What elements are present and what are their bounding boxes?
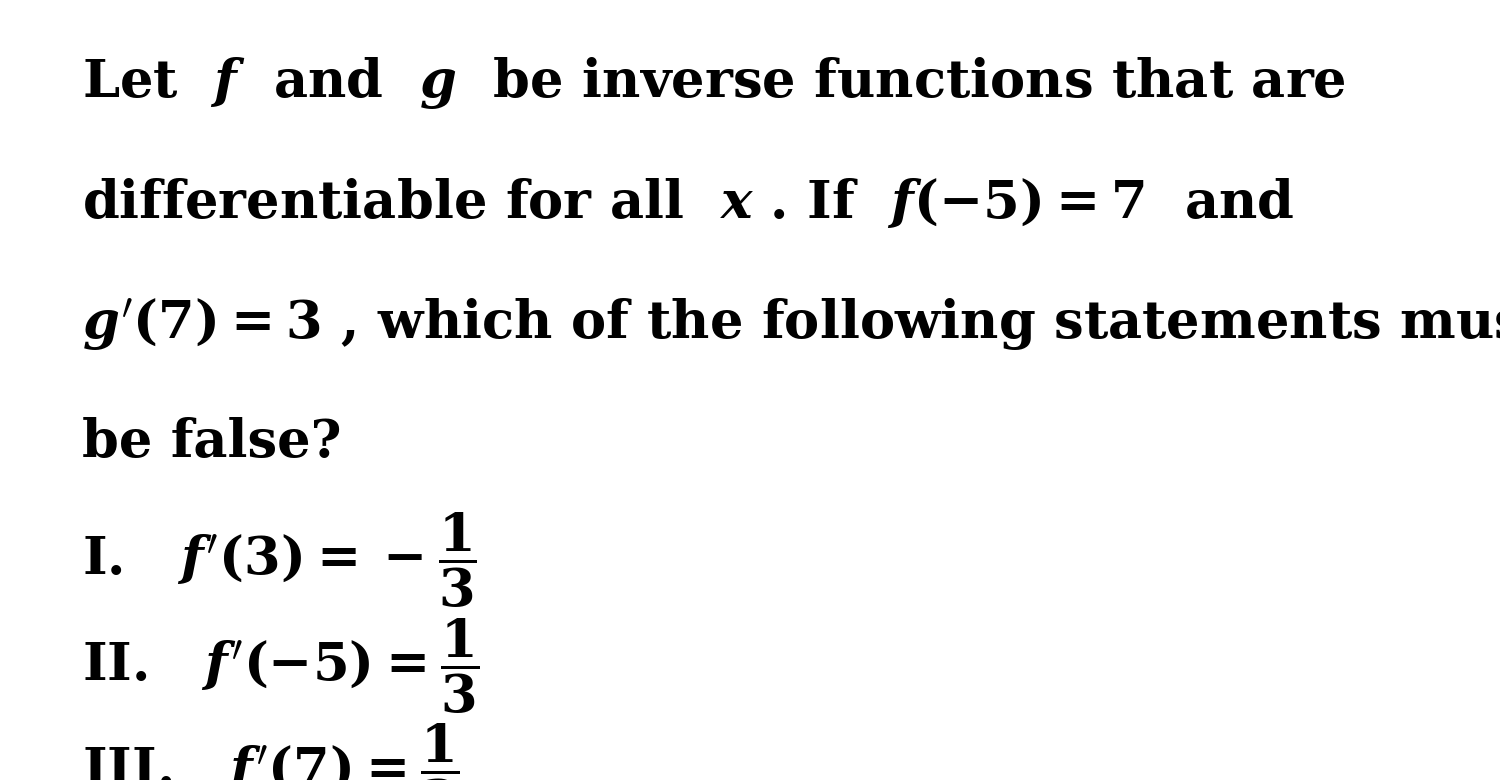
Text: $g'(7)=3$ , which of the following statements must: $g'(7)=3$ , which of the following state… — [82, 296, 1500, 353]
Text: Let  $f$  and  $g$  be inverse functions that are: Let $f$ and $g$ be inverse functions tha… — [82, 55, 1347, 111]
Text: differentiable for all  $x$ . If  $f(-5)=7$  and: differentiable for all $x$ . If $f(-5)=7… — [82, 176, 1294, 229]
Text: II.   $f'(-5) = \dfrac{1}{3}$: II. $f'(-5) = \dfrac{1}{3}$ — [82, 616, 480, 716]
Text: I.   $f'(3) = -\dfrac{1}{3}$: I. $f'(3) = -\dfrac{1}{3}$ — [82, 511, 477, 611]
Text: be false?: be false? — [82, 417, 342, 468]
Text: III.   $f'(7) = \dfrac{1}{3}$: III. $f'(7) = \dfrac{1}{3}$ — [82, 722, 460, 780]
